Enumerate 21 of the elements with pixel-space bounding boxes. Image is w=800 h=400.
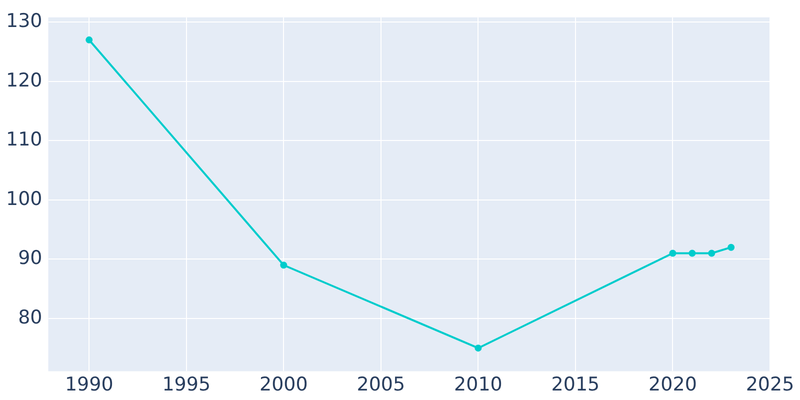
x-tick-label: 2015 (551, 374, 600, 396)
x-tick-label: 1995 (162, 374, 211, 396)
point (708, 250, 716, 257)
x-tick-label: 2000 (259, 374, 308, 396)
y-tick-label: 100 (6, 188, 42, 210)
x-tick-label: 2020 (648, 374, 697, 396)
point (280, 262, 288, 269)
y-tick-label: 90 (18, 247, 42, 270)
y-tick-label: 110 (6, 128, 42, 151)
x-tick-label: 1990 (64, 374, 114, 396)
point (728, 244, 735, 251)
point (669, 250, 676, 257)
y-tick-label: 130 (6, 10, 42, 32)
point (474, 344, 482, 352)
x-tick-label: 2025 (746, 374, 794, 396)
y-tick-label: 80 (18, 306, 42, 328)
point (86, 36, 93, 44)
y-tick-label: 120 (6, 69, 42, 92)
point (688, 250, 696, 257)
x-tick-label: 2005 (356, 374, 406, 396)
x-tick-label: 2010 (454, 374, 502, 396)
